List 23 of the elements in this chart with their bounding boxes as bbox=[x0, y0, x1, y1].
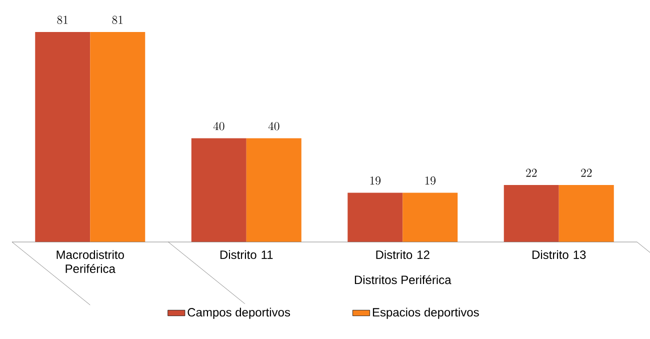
bar bbox=[90, 32, 146, 242]
bar bbox=[558, 184, 614, 242]
legend-label: Espacios deportivos bbox=[372, 308, 479, 319]
bar bbox=[246, 138, 302, 242]
data-label: 40 bbox=[268, 122, 280, 130]
data-label: 81 bbox=[57, 16, 68, 24]
bar bbox=[504, 184, 559, 242]
data-label: 19 bbox=[370, 176, 380, 185]
x-tick-label: Distrito 13 bbox=[532, 250, 586, 259]
bar bbox=[35, 32, 90, 242]
data-label: 22 bbox=[526, 168, 537, 177]
x-tick-label: Distrito 11 bbox=[220, 250, 273, 259]
legend-label: Campos deportivos bbox=[188, 308, 290, 319]
x-tick-label: Distrito 12 bbox=[376, 250, 430, 259]
data-label: 40 bbox=[213, 122, 224, 130]
bar bbox=[191, 138, 246, 242]
data-label: 19 bbox=[425, 176, 436, 185]
bar bbox=[402, 192, 458, 242]
data-label: 81 bbox=[112, 16, 123, 24]
bar bbox=[348, 192, 403, 242]
text: Distritos Periférica bbox=[354, 275, 452, 284]
data-label: 22 bbox=[581, 168, 592, 177]
x-tick-label: Macrodistrito Periférica bbox=[56, 250, 124, 273]
